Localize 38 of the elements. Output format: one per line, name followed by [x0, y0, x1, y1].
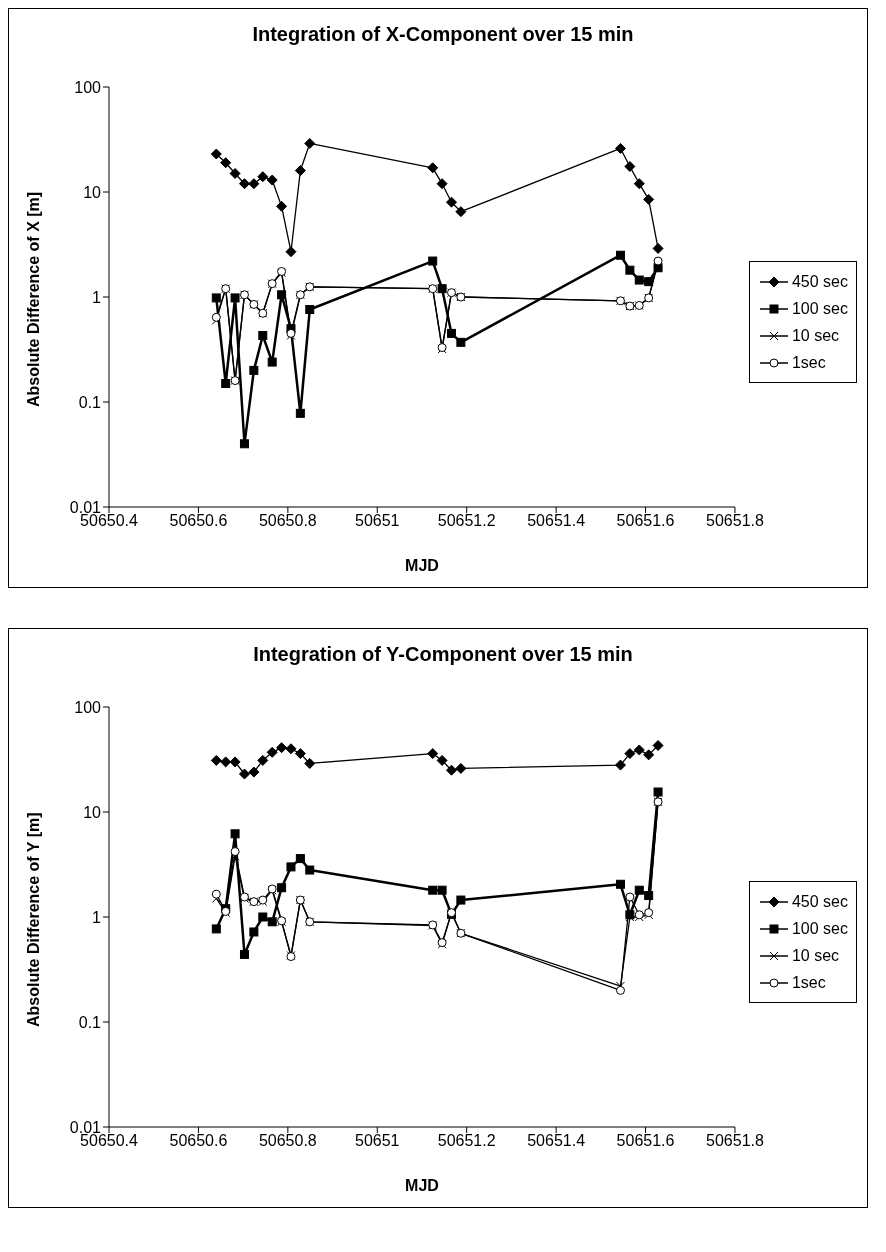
legend-label: 450 sec	[791, 272, 848, 291]
legend-label: 10 sec	[791, 326, 840, 345]
x-tick-label: 50650.4	[80, 1132, 139, 1150]
chart-title: Integration of Y-Component over 15 min	[252, 642, 634, 667]
x-tick-label: 50650.6	[169, 1132, 228, 1150]
legend-label: 100 sec	[791, 919, 848, 938]
x-axis-title: MJD	[405, 557, 439, 574]
legend-label: 100 sec	[791, 299, 848, 318]
x-tick-label: 50650.4	[80, 512, 139, 530]
x-tick-label: 50650.8	[258, 1132, 317, 1150]
x-tick-label: 50651.8	[706, 1132, 764, 1150]
x-tick-label: 50650.6	[169, 512, 228, 530]
y-tick-label: 100	[74, 78, 102, 96]
legend-label: 1sec	[791, 973, 826, 992]
y-tick-label: 0.1	[78, 393, 102, 411]
x-tick-label: 50651.4	[527, 1132, 586, 1150]
x-tick-label: 50651.8	[706, 512, 764, 530]
y-axis-title: Absolute Difference of X [m]	[24, 191, 42, 407]
y-tick-label: 10	[83, 183, 102, 201]
x-tick-label: 50651.4	[527, 512, 586, 530]
legend-label: 10 sec	[791, 946, 840, 965]
x-tick-label: 50651.6	[616, 1132, 675, 1150]
y-tick-label: 1	[92, 908, 102, 926]
x-tick-label: 50650.8	[258, 512, 317, 530]
x-tick-label: 50651.6	[616, 512, 675, 530]
y-tick-label: 1	[92, 288, 102, 306]
legend-label: 1sec	[791, 353, 826, 372]
y-tick-label: 0.1	[78, 1013, 102, 1031]
x-tick-label: 50651.2	[437, 512, 496, 530]
x-tick-label: 50651	[355, 512, 400, 530]
x-tick-label: 50651	[355, 1132, 400, 1150]
y-axis-title: Absolute Difference of Y [m]	[24, 812, 42, 1027]
x-tick-label: 50651.2	[437, 1132, 496, 1150]
chart-title: Integration of X-Component over 15 min	[251, 22, 635, 47]
x-axis-title: MJD	[405, 1177, 439, 1194]
y-tick-label: 100	[74, 698, 102, 716]
y-tick-label: 10	[83, 803, 102, 821]
legend-label: 450 sec	[791, 892, 848, 911]
